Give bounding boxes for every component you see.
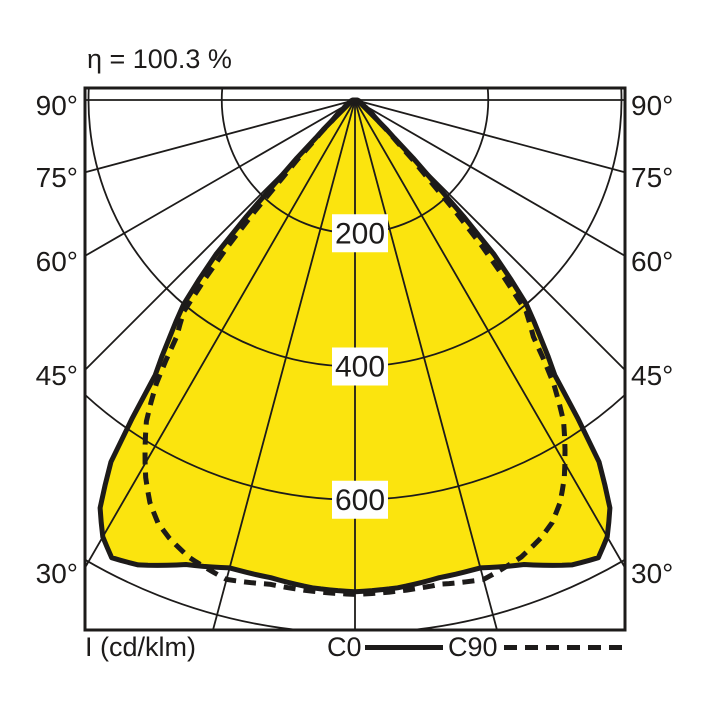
grid-ray-30 bbox=[354, 99, 625, 570]
angle-label-right-60: 60° bbox=[631, 246, 674, 277]
legend-c90-dashed-line-swatch bbox=[504, 645, 622, 650]
grid-ray-75 bbox=[85, 99, 356, 174]
grid-ray-15 bbox=[354, 99, 498, 630]
grid-ray-75 bbox=[354, 99, 625, 174]
angle-label-left-45: 45° bbox=[35, 360, 78, 391]
efficiency-label: η = 100.3 % bbox=[87, 44, 232, 74]
angle-label-right-90: 90° bbox=[631, 90, 674, 121]
angle-label-right-45: 45° bbox=[631, 360, 674, 391]
radial-tick-200: 200 bbox=[332, 214, 388, 253]
angle-label-right-75: 75° bbox=[631, 162, 674, 193]
legend: I (cd/klm) C0 C90 bbox=[0, 630, 708, 666]
angle-label-left-60: 60° bbox=[35, 246, 78, 277]
radial-tick-600: 600 bbox=[332, 480, 388, 519]
angle-label-right-30: 30° bbox=[631, 558, 674, 589]
c90-curve bbox=[142, 97, 568, 597]
grid-ray-15 bbox=[212, 99, 356, 630]
grid-ray-30 bbox=[85, 99, 356, 570]
legend-c0-label: C0 bbox=[327, 632, 362, 662]
svg-text:400: 400 bbox=[335, 351, 385, 384]
svg-text:600: 600 bbox=[335, 484, 385, 517]
radial-tick-400: 400 bbox=[332, 347, 388, 386]
legend-c90-label: C90 bbox=[448, 632, 498, 662]
svg-text:200: 200 bbox=[335, 217, 385, 250]
radial-unit-label: I (cd/klm) bbox=[85, 632, 196, 662]
legend-c0-solid-line-swatch bbox=[365, 645, 443, 650]
grid-ray-60 bbox=[85, 99, 356, 257]
angle-label-left-30: 30° bbox=[35, 558, 78, 589]
angle-label-left-75: 75° bbox=[35, 162, 78, 193]
plot-border bbox=[83, 86, 627, 632]
grid-ray-60 bbox=[354, 99, 625, 257]
angle-label-left-90: 90° bbox=[35, 90, 78, 121]
